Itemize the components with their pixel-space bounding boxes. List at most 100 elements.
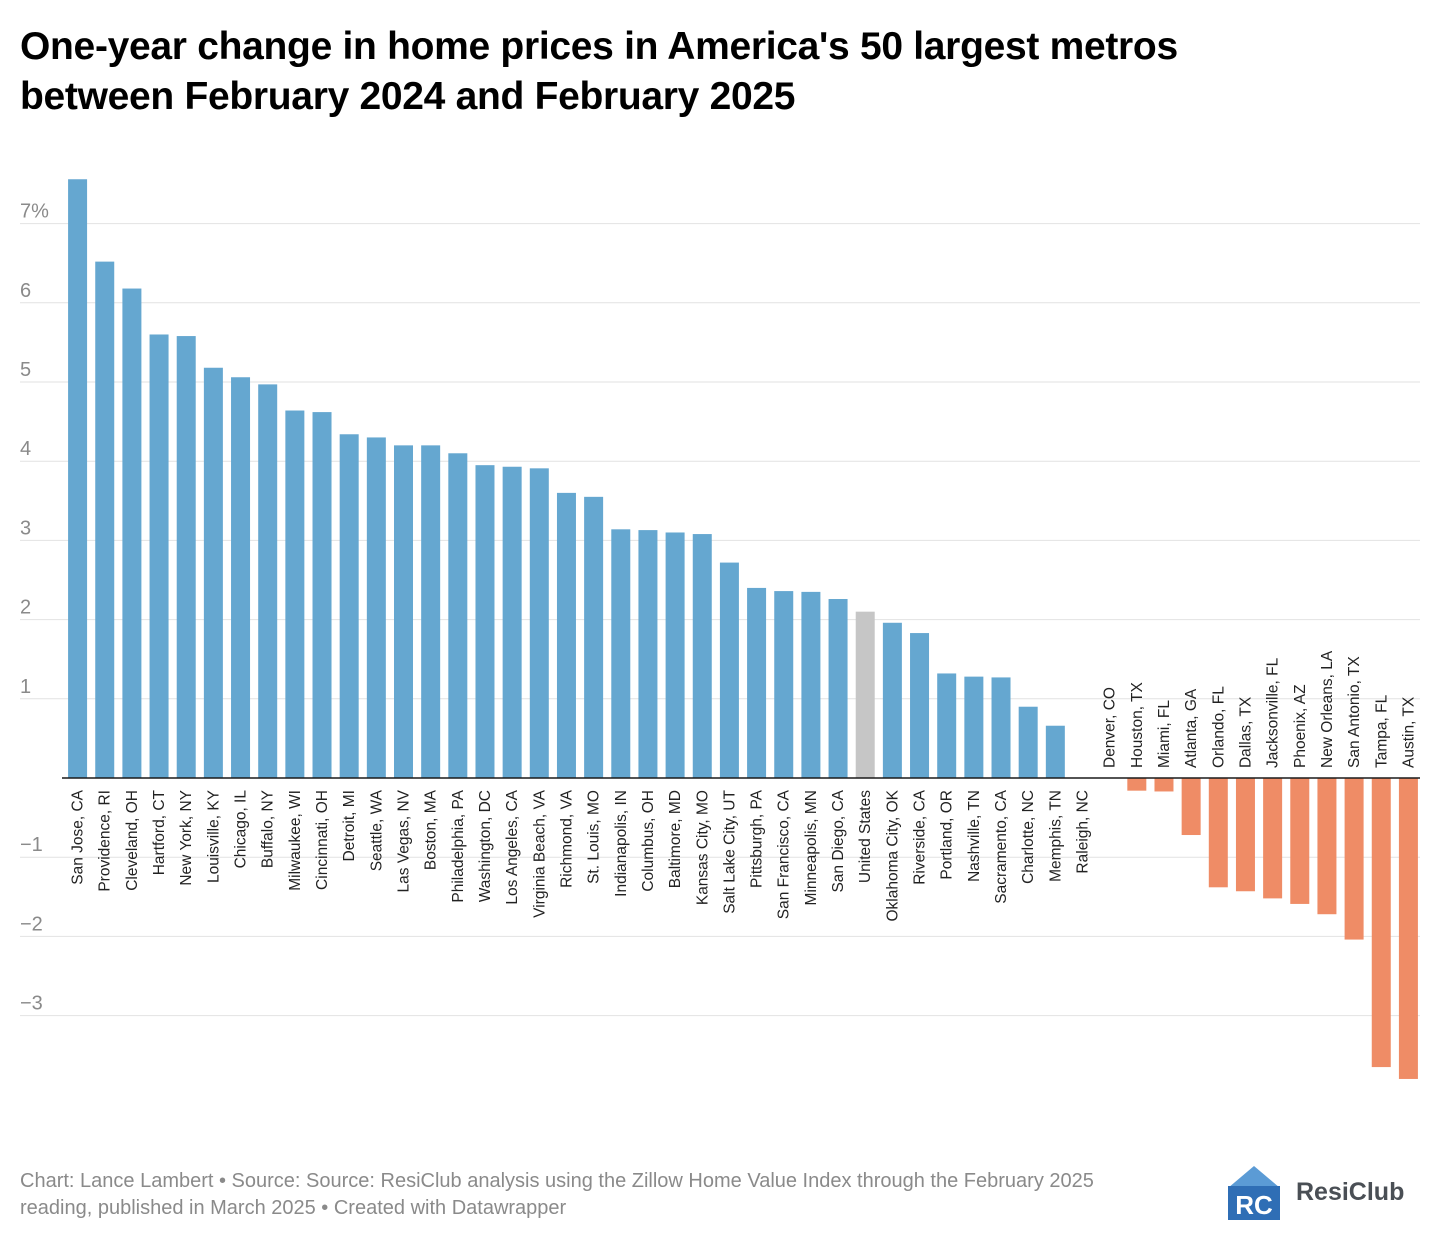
bar[interactable] [149, 334, 169, 778]
bar[interactable] [665, 532, 685, 778]
chart-footer: Chart: Lance Lambert • Source: Source: R… [20, 1168, 1200, 1222]
bar[interactable] [68, 179, 88, 779]
category-label: Nashville, TN [966, 790, 983, 882]
category-label: New Orleans, LA [1319, 650, 1336, 768]
y-tick-label: −3 [20, 993, 43, 1015]
bar[interactable] [1018, 706, 1038, 778]
bar[interactable] [95, 261, 115, 779]
category-label: Las Vegas, NV [396, 789, 413, 892]
bar[interactable] [122, 288, 142, 778]
y-tick-label: −2 [20, 913, 43, 935]
category-label: Tampa, FL [1373, 694, 1390, 768]
bar[interactable] [448, 453, 468, 778]
category-label: Dallas, TX [1237, 696, 1254, 768]
bar[interactable] [1344, 778, 1364, 940]
chart-title: One-year change in home prices in Americ… [20, 22, 1400, 122]
bar[interactable] [828, 599, 848, 778]
category-label: St. Louis, MO [586, 790, 603, 884]
category-label: Columbus, OH [640, 790, 657, 892]
bar[interactable] [1290, 778, 1310, 904]
y-axis-tick-labels: 7% 6 5 4 3 2 1 −1 −2 −3 [20, 201, 49, 1015]
bar[interactable] [611, 529, 631, 778]
resiclub-logo-icon: RC [1228, 1166, 1280, 1220]
category-label: Detroit, MI [341, 790, 358, 861]
bar[interactable] [312, 412, 332, 778]
category-label: Orlando, FL [1210, 686, 1227, 768]
bar[interactable] [529, 468, 549, 778]
bar[interactable] [1154, 778, 1174, 792]
bar[interactable] [964, 676, 984, 778]
bar[interactable] [1398, 778, 1418, 1079]
bar[interactable] [1181, 778, 1201, 836]
category-label: San Jose, CA [70, 789, 87, 884]
bar[interactable] [719, 562, 739, 778]
bar[interactable] [1235, 778, 1255, 892]
category-label: Atlanta, GA [1183, 688, 1200, 768]
bar[interactable] [1208, 778, 1228, 888]
bar[interactable] [258, 384, 278, 778]
category-label: Raleigh, NC [1075, 790, 1092, 874]
bar[interactable] [502, 466, 522, 778]
bar[interactable] [203, 367, 223, 778]
category-label: Kansas City, MO [694, 790, 711, 905]
brand-logo-block[interactable]: RC ResiClub [1224, 1162, 1424, 1222]
category-label: Washington, DC [477, 790, 494, 902]
bar[interactable] [1045, 725, 1065, 778]
y-tick-label: 7% [20, 201, 49, 223]
bar[interactable] [882, 622, 902, 778]
bar[interactable] [855, 611, 875, 778]
bar[interactable] [1317, 778, 1337, 915]
category-label: Boston, MA [423, 789, 440, 870]
bar[interactable] [801, 591, 821, 778]
category-label: Oklahoma City, OK [884, 789, 901, 921]
chart-title-line-1: One-year change in home prices in Americ… [20, 25, 1178, 68]
bar[interactable] [231, 377, 251, 778]
bar[interactable] [421, 445, 441, 778]
category-label: Memphis, TN [1047, 790, 1064, 882]
bar[interactable] [285, 410, 305, 778]
logo-letters: RC [1235, 1190, 1273, 1220]
category-label: Los Angeles, CA [504, 789, 521, 904]
category-label: Milwaukee, WI [287, 790, 304, 891]
bar[interactable] [176, 336, 196, 778]
category-label: Richmond, VA [558, 789, 575, 888]
brand-name: ResiClub [1296, 1178, 1405, 1206]
bar[interactable] [774, 591, 794, 778]
bar[interactable] [747, 587, 767, 778]
bar[interactable] [991, 677, 1011, 778]
category-label: Virginia Beach, VA [531, 789, 548, 917]
bar[interactable] [1127, 778, 1147, 791]
category-label: Portland, OR [939, 790, 956, 880]
bar[interactable] [556, 492, 576, 778]
category-label: San Antonio, TX [1346, 656, 1363, 768]
bar[interactable] [692, 534, 712, 778]
category-label: Charlotte, NC [1020, 790, 1037, 884]
y-tick-label: 2 [20, 597, 31, 619]
footer-line-1: Chart: Lance Lambert • Source: Source: R… [20, 1170, 1094, 1192]
bar[interactable] [394, 445, 413, 778]
bar[interactable] [910, 633, 930, 778]
bar[interactable] [937, 673, 957, 778]
category-label: Baltimore, MD [667, 790, 684, 888]
category-labels: San Jose, CA Providence, RI Cleveland, OH H… [70, 650, 1418, 921]
y-tick-label: −1 [20, 834, 43, 856]
bar[interactable] [339, 434, 359, 778]
bar[interactable] [1263, 778, 1283, 899]
category-label: Pittsburgh, PA [749, 789, 766, 888]
category-label: Riverside, CA [912, 789, 929, 884]
bar[interactable] [584, 496, 604, 778]
bar[interactable] [1371, 778, 1391, 1068]
category-label: San Francisco, CA [776, 789, 793, 919]
category-label: Jacksonville, FL [1265, 657, 1282, 768]
bars [68, 179, 1418, 1079]
category-label: Chicago, IL [233, 790, 250, 869]
bar[interactable] [475, 465, 495, 778]
bar[interactable] [638, 530, 658, 778]
footer-line-2: reading, published in March 2025 • Creat… [20, 1197, 567, 1219]
bar[interactable] [366, 437, 386, 778]
category-label: Denver, CO [1102, 687, 1119, 768]
category-label: Seattle, WA [368, 789, 385, 871]
category-label: Philadelphia, PA [450, 789, 467, 902]
category-label: Hartford, CT [151, 789, 168, 875]
